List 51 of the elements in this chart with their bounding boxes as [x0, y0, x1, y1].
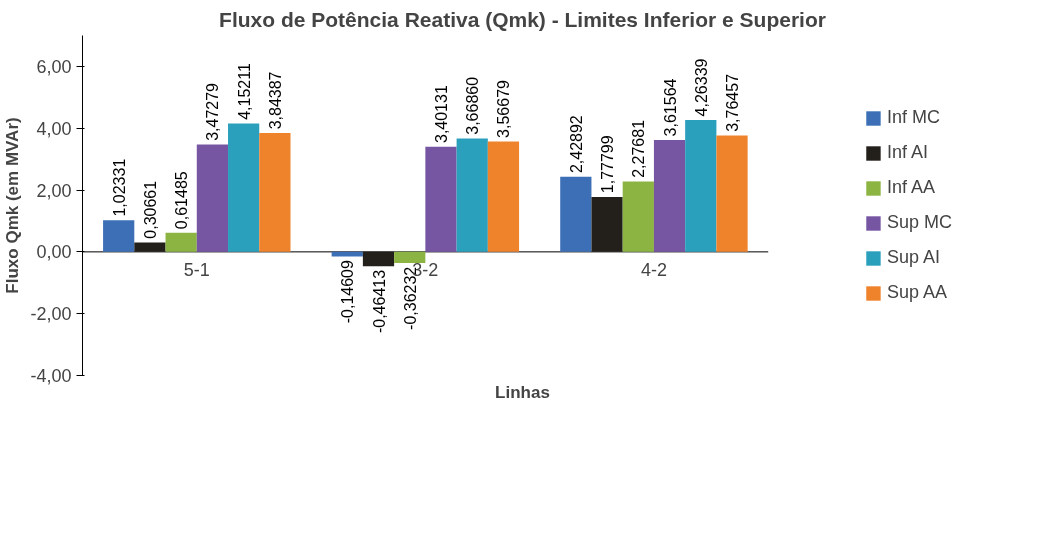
bar — [228, 123, 260, 252]
legend-label: Inf MC — [886, 107, 940, 128]
bar — [103, 220, 135, 252]
legend-label: Inf AA — [886, 177, 936, 198]
y-tick-label: 0,00 — [36, 242, 72, 263]
bar — [165, 232, 197, 252]
data-label: 0,30661 — [141, 180, 159, 239]
y-tick-label: -4,00 — [30, 366, 72, 386]
chart-title: Fluxo de Potência Reativa (Qmk) - Limites Inferior e Superior — [219, 7, 826, 31]
bar — [685, 120, 717, 252]
legend-label: Sup MC — [886, 212, 952, 233]
bar — [394, 251, 426, 264]
data-label: 3,61564 — [661, 78, 679, 137]
data-label: -0,46413 — [370, 269, 388, 334]
data-label: 4,26339 — [692, 58, 710, 117]
data-label: 3,56679 — [495, 79, 513, 138]
data-label: 2,27681 — [630, 119, 648, 178]
bar — [456, 138, 488, 252]
legend-label: Sup AA — [886, 282, 948, 303]
y-tick-label: -2,00 — [30, 304, 72, 325]
bar — [425, 146, 457, 252]
data-label: 3,40131 — [432, 85, 450, 144]
bar — [716, 135, 748, 252]
data-label: 1,02331 — [110, 158, 128, 217]
data-label: 1,77799 — [599, 135, 617, 194]
bar — [653, 140, 686, 252]
bar — [560, 176, 592, 252]
legend-label: Inf AI — [886, 142, 928, 163]
x-tick-label: 4-2 — [640, 259, 667, 280]
y-tick-label: 6,00 — [36, 56, 72, 77]
bar — [362, 251, 395, 267]
bar — [134, 242, 166, 252]
data-label: 3,66860 — [464, 76, 482, 135]
data-label: -0,14609 — [339, 259, 357, 324]
data-label: 0,61485 — [173, 171, 191, 230]
bar — [622, 181, 654, 252]
bar — [259, 133, 291, 252]
x-tick-label: 5-1 — [183, 259, 210, 280]
data-label: 3,76457 — [724, 73, 742, 132]
data-label: 3,84387 — [266, 71, 284, 130]
y-tick-label: 4,00 — [36, 118, 72, 139]
bar — [487, 141, 520, 252]
bar — [591, 196, 623, 252]
data-label: 4,15211 — [235, 63, 253, 120]
legend-label: Sup AI — [886, 247, 941, 268]
bar — [196, 144, 229, 252]
x-axis-title: Linhas — [495, 382, 550, 402]
y-axis-title: Fluxo Qmk (em MVAr) — [3, 117, 23, 294]
data-label: 3,47279 — [204, 82, 222, 141]
y-tick-label: 2,00 — [36, 180, 72, 201]
data-label: 2,42892 — [567, 115, 585, 174]
